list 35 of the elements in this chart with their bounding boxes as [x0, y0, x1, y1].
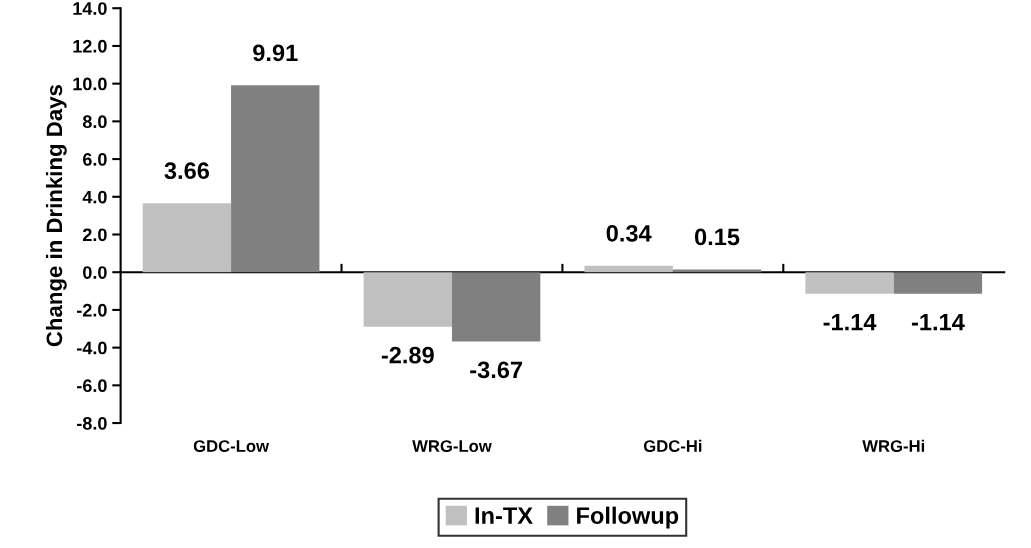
y-tick-label: 2.0 — [82, 228, 107, 242]
x-tick-label: GDC-Hi — [643, 439, 702, 452]
x-tick-label: WRG-Low — [412, 440, 492, 452]
y-tick-label: -2.0 — [77, 303, 107, 317]
y-tick-label: -4.0 — [77, 341, 107, 355]
bar — [363, 272, 452, 327]
data-label: 3.66 — [164, 162, 210, 180]
x-tick-label: GDC-Low — [193, 440, 270, 452]
data-label: -1.14 — [823, 314, 877, 331]
y-tick-label: 4.0 — [82, 190, 107, 204]
bar — [893, 272, 983, 294]
data-label: 9.91 — [253, 44, 298, 62]
bar — [451, 272, 541, 342]
y-tick-label: 6.0 — [83, 153, 107, 166]
bar — [805, 272, 894, 294]
legend-label: In-TX — [475, 507, 533, 524]
bar — [672, 269, 762, 273]
y-axis-title: Change in Drinking Days — [45, 85, 67, 347]
bar — [584, 265, 673, 273]
x-tick-label: WRG-Hi — [862, 439, 925, 452]
bar — [142, 203, 232, 273]
y-tick-label: 10.0 — [73, 77, 107, 91]
data-label: 0.34 — [606, 224, 652, 242]
data-label: -1.14 — [911, 314, 965, 331]
legend-label: Followup — [577, 506, 679, 529]
data-label: 0.15 — [694, 228, 740, 246]
data-label: -3.67 — [470, 361, 523, 379]
y-tick-label: 0.0 — [83, 266, 107, 279]
bar — [231, 85, 320, 273]
y-tick-label: 12.0 — [73, 39, 107, 53]
data-label: -2.89 — [381, 346, 434, 364]
y-tick-label: -6.0 — [77, 379, 107, 393]
y-tick-label: 8.0 — [82, 115, 107, 129]
y-tick-label: 14.0 — [73, 2, 107, 15]
y-tick-label: -8.0 — [77, 416, 107, 430]
